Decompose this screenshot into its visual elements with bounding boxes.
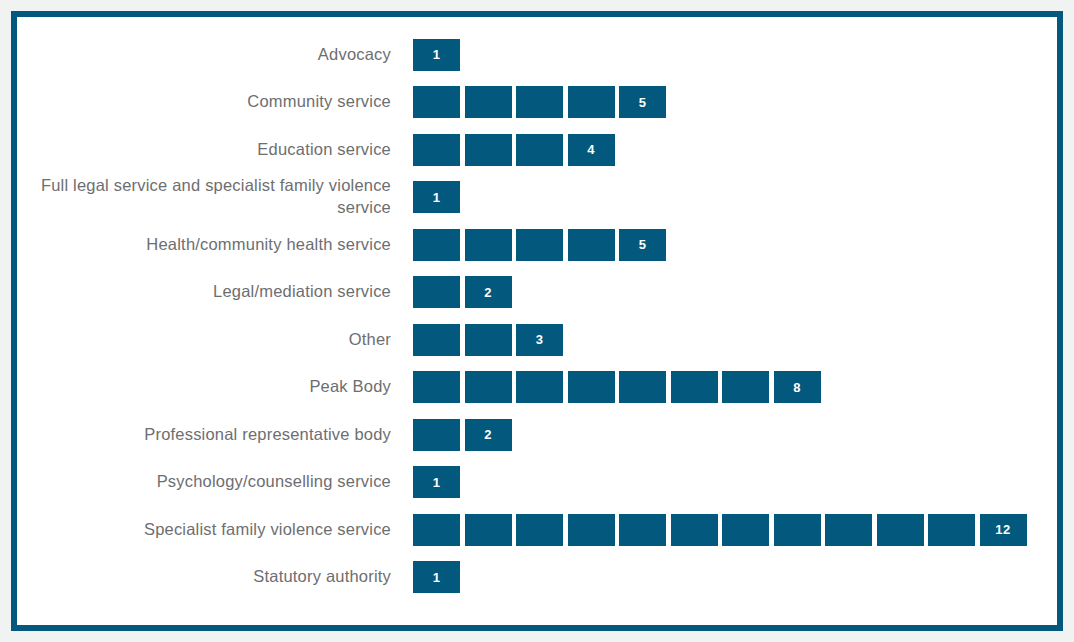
bar-segment [568, 229, 615, 261]
bar-segment [516, 229, 563, 261]
bar-segment [671, 371, 718, 403]
value-label: 2 [484, 427, 492, 442]
bar-segment [568, 371, 615, 403]
value-label: 3 [536, 332, 544, 347]
bar-segment: 12 [980, 514, 1027, 546]
bar-segment: 1 [413, 181, 460, 213]
bar-segment [465, 324, 512, 356]
category-label: Education service [17, 139, 391, 161]
bar: 1 [413, 466, 465, 498]
chart-row: Peak Body 8 [17, 364, 1057, 412]
bar-segment [516, 371, 563, 403]
bar-segment [516, 86, 563, 118]
bar-segment [774, 514, 821, 546]
bar-segment [465, 514, 512, 546]
bar-segment [722, 371, 769, 403]
bar-segment: 1 [413, 561, 460, 593]
value-label: 1 [433, 570, 441, 585]
bar-segment [413, 134, 460, 166]
chart-row: Community service 5 [17, 79, 1057, 127]
value-label: 1 [433, 475, 441, 490]
bar-segment [619, 514, 666, 546]
bar-segment [671, 514, 718, 546]
category-label: Other [17, 329, 391, 351]
category-label: Full legal service and specialist family… [17, 175, 391, 219]
bar: 1 [413, 561, 465, 593]
value-label: 5 [639, 95, 647, 110]
bar-segment [568, 514, 615, 546]
bar: 5 [413, 229, 671, 261]
category-label: Statutory authority [17, 566, 391, 588]
chart-row: Full legal service and specialist family… [17, 174, 1057, 222]
bar: 8 [413, 371, 825, 403]
bar-segment [722, 514, 769, 546]
chart-row: Professional representative body 2 [17, 411, 1057, 459]
bar-segment [877, 514, 924, 546]
bar-segment [413, 514, 460, 546]
bar: 1 [413, 39, 465, 71]
category-label: Community service [17, 91, 391, 113]
bar-segment: 4 [568, 134, 615, 166]
bar: 2 [413, 276, 516, 308]
chart-row: Specialist family violence service 12 [17, 506, 1057, 554]
chart-row: Advocacy 1 [17, 31, 1057, 79]
bar-segment [413, 276, 460, 308]
bar-segment: 1 [413, 39, 460, 71]
bar: 3 [413, 324, 568, 356]
bar-segment [568, 86, 615, 118]
bar: 1 [413, 181, 465, 213]
bar-segment [516, 514, 563, 546]
bar-segment [413, 371, 460, 403]
value-label: 2 [484, 285, 492, 300]
chart-row: Statutory authority 1 [17, 554, 1057, 602]
category-label: Health/community health service [17, 234, 391, 256]
chart-row: Other 3 [17, 316, 1057, 364]
bar-segment: 5 [619, 229, 666, 261]
bar-segment [413, 229, 460, 261]
value-label: 8 [793, 380, 801, 395]
bar-segment: 3 [516, 324, 563, 356]
value-label: 5 [639, 237, 647, 252]
category-label: Psychology/counselling service [17, 471, 391, 493]
category-label: Legal/mediation service [17, 281, 391, 303]
category-label: Peak Body [17, 376, 391, 398]
bar-segment [413, 419, 460, 451]
value-label: 12 [995, 522, 1010, 537]
bar-segment: 2 [465, 419, 512, 451]
chart-row: Psychology/counselling service 1 [17, 459, 1057, 507]
value-label: 1 [433, 47, 441, 62]
category-label: Professional representative body [17, 424, 391, 446]
bar-segment [516, 134, 563, 166]
bar-segment [825, 514, 872, 546]
chart-row: Health/community health service 5 [17, 221, 1057, 269]
chart-row: Education service 4 [17, 126, 1057, 174]
bar: 5 [413, 86, 671, 118]
bar-segment: 5 [619, 86, 666, 118]
bar-segment [465, 134, 512, 166]
chart-row: Legal/mediation service 2 [17, 269, 1057, 317]
bar: 12 [413, 514, 1031, 546]
bar-segment [413, 86, 460, 118]
bar-segment: 8 [774, 371, 821, 403]
bar-segment: 2 [465, 276, 512, 308]
bar: 2 [413, 419, 516, 451]
bar-segment [465, 86, 512, 118]
category-label: Advocacy [17, 44, 391, 66]
bar-segment [413, 324, 460, 356]
bar-segment: 1 [413, 466, 460, 498]
chart-panel: Advocacy 1 Community service 5 Education ser… [11, 11, 1063, 631]
bar: 4 [413, 134, 619, 166]
bar-chart: Advocacy 1 Community service 5 Education ser… [17, 17, 1057, 601]
category-label: Specialist family violence service [17, 519, 391, 541]
bar-segment [465, 371, 512, 403]
bar-segment [465, 229, 512, 261]
value-label: 4 [587, 142, 595, 157]
value-label: 1 [433, 190, 441, 205]
bar-segment [619, 371, 666, 403]
page-background: Advocacy 1 Community service 5 Education ser… [0, 0, 1074, 642]
bar-segment [928, 514, 975, 546]
